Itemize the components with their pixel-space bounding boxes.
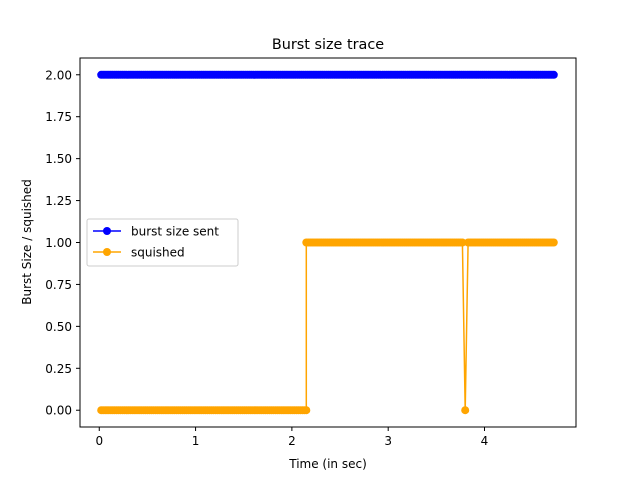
series-1-point [458, 238, 467, 247]
y-tick-label: 0.50 [45, 320, 72, 334]
y-tick-label: 2.00 [45, 68, 72, 82]
y-axis-label: Burst Size / squished [20, 179, 34, 305]
x-tick-label: 0 [95, 434, 103, 448]
y-tick-label: 0.75 [45, 278, 72, 292]
legend-marker-0 [103, 227, 111, 235]
legend-label-1: squished [131, 246, 185, 260]
series-1-point [461, 406, 470, 415]
axes: 0 1 2 3 4 0.00 0.25 0.50 0.75 1.00 1.25 1.50 1.75 2.0… [45, 57, 577, 448]
series-1-point [549, 238, 558, 247]
legend-label-0: burst size sent [131, 225, 219, 239]
y-tick-label: 0.25 [45, 362, 72, 376]
x-axis-label: Time (in sec) [288, 457, 367, 471]
x-tick-label: 3 [384, 434, 392, 448]
y-tick-label: 1.25 [45, 194, 72, 208]
series-0-point [549, 70, 558, 79]
x-tick-label: 1 [192, 434, 200, 448]
legend-box [86, 218, 239, 267]
y-tick-label: 0.00 [45, 404, 72, 418]
series-1-point [302, 406, 311, 415]
x-tick-label: 2 [288, 434, 296, 448]
chart-title: Burst size trace [272, 37, 384, 53]
plot-area [97, 70, 558, 415]
y-tick-label: 1.00 [45, 236, 72, 250]
legend-marker-1 [103, 248, 111, 256]
y-tick-label: 1.50 [45, 152, 72, 166]
legend: burst size sent squished [86, 218, 239, 267]
y-tick-label: 1.75 [45, 110, 72, 124]
x-tick-label: 4 [481, 434, 489, 448]
